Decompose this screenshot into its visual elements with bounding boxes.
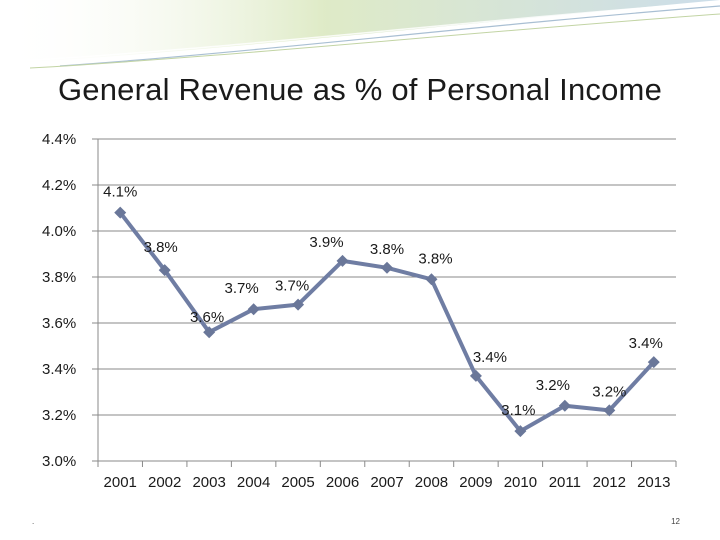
x-tick-label: 2003 [192,474,225,491]
data-point-marker [381,261,393,274]
data-label: 3.7% [225,280,259,297]
corner-mark: . [32,517,35,526]
y-tick-label: 4.4% [42,131,76,148]
data-label: 3.1% [501,402,535,419]
data-label: 3.6% [190,309,224,326]
data-point-marker [514,425,527,438]
data-label: 3.4% [473,349,507,366]
data-label: 3.4% [629,335,663,352]
x-tick-label: 2007 [370,474,403,491]
y-tick-label: 4.2% [42,177,76,194]
data-point-marker [558,399,571,412]
data-point-marker [469,369,482,382]
x-tick-label: 2009 [459,474,492,491]
data-label: 4.1% [103,184,137,201]
data-point-marker [247,303,260,316]
data-label: 3.8% [418,250,452,267]
data-label: 3.8% [144,239,178,256]
y-tick-label: 4.0% [42,223,76,240]
y-tick-label: 3.4% [42,361,76,378]
y-tick-label: 3.2% [42,407,76,424]
x-tick-label: 2010 [504,474,537,491]
data-label: 3.8% [370,241,404,258]
y-tick-label: 3.6% [42,315,76,332]
x-tick-label: 2002 [148,474,181,491]
data-label: 3.7% [275,278,309,295]
data-point-marker [158,264,171,277]
data-point-marker [647,356,660,369]
x-tick-label: 2008 [415,474,448,491]
x-tick-label: 2006 [326,474,359,491]
data-label: 3.2% [592,383,626,400]
data-point-marker [603,404,616,417]
data-point-marker [114,206,127,219]
y-tick-label: 3.0% [42,453,76,470]
x-tick-label: 2001 [104,474,137,491]
data-point-marker [292,298,305,311]
data-point-marker [203,326,216,339]
x-tick-label: 2013 [637,474,670,491]
data-label: 3.2% [536,377,570,394]
x-tick-label: 2005 [281,474,314,491]
y-tick-label: 3.8% [42,269,76,286]
chart-title: General Revenue as % of Personal Income [57,72,663,107]
data-label: 3.9% [309,234,343,251]
data-point-marker [425,273,438,286]
x-tick-label: 2011 [549,474,581,491]
decorative-banner [0,0,720,69]
x-tick-label: 2004 [237,474,270,491]
data-point-marker [336,254,349,267]
x-tick-label: 2012 [593,474,626,491]
page-number: 12 [671,517,680,526]
